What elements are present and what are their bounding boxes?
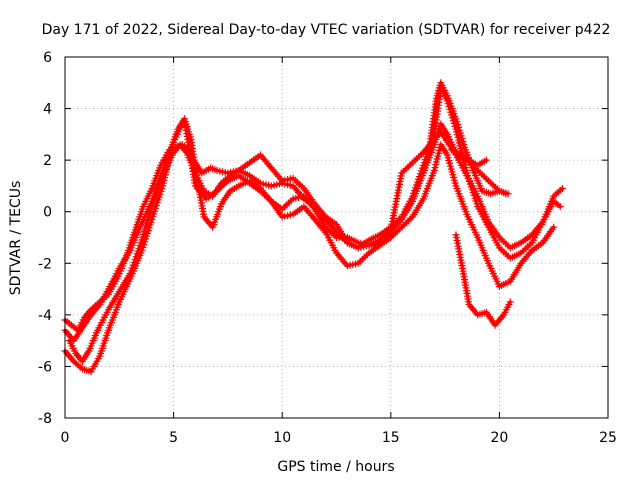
series-track-7 <box>448 146 490 169</box>
chart-title: Day 171 of 2022, Sidereal Day-to-day VTE… <box>42 22 611 38</box>
y-tick-label: -4 <box>38 308 52 324</box>
series-markers <box>61 115 558 376</box>
series-markers <box>61 120 510 334</box>
axes: 0 5 10 15 20 25 -8 -6 -4 -2 0 2 4 6 <box>38 50 617 446</box>
y-tick-label: 4 <box>43 102 52 118</box>
y-tick-label: 6 <box>43 50 52 66</box>
series-track-5 <box>452 231 514 329</box>
x-tick-label: 20 <box>490 430 508 446</box>
x-tick-label: 25 <box>599 430 617 446</box>
x-tick-label: 10 <box>273 430 291 446</box>
series-track-1 <box>61 120 510 334</box>
x-tick-label: 15 <box>382 430 400 446</box>
plot-frame <box>64 56 609 419</box>
series-markers <box>452 231 514 329</box>
x-tick-label: 0 <box>61 430 70 446</box>
x-axis-label: GPS time / hours <box>277 459 394 475</box>
x-tick-label: 5 <box>169 430 178 446</box>
grid-lines <box>65 57 608 418</box>
y-tick-label: 0 <box>43 205 52 221</box>
series-markers <box>448 146 490 169</box>
y-tick-label: -6 <box>38 359 52 375</box>
y-axis-label: SDTVAR / TECUs <box>8 181 24 296</box>
series-track-2 <box>61 115 558 376</box>
y-tick-label: -2 <box>38 256 52 272</box>
data-series <box>61 79 566 376</box>
y-tick-label: -8 <box>38 411 52 427</box>
y-tick-label: 2 <box>43 153 52 169</box>
